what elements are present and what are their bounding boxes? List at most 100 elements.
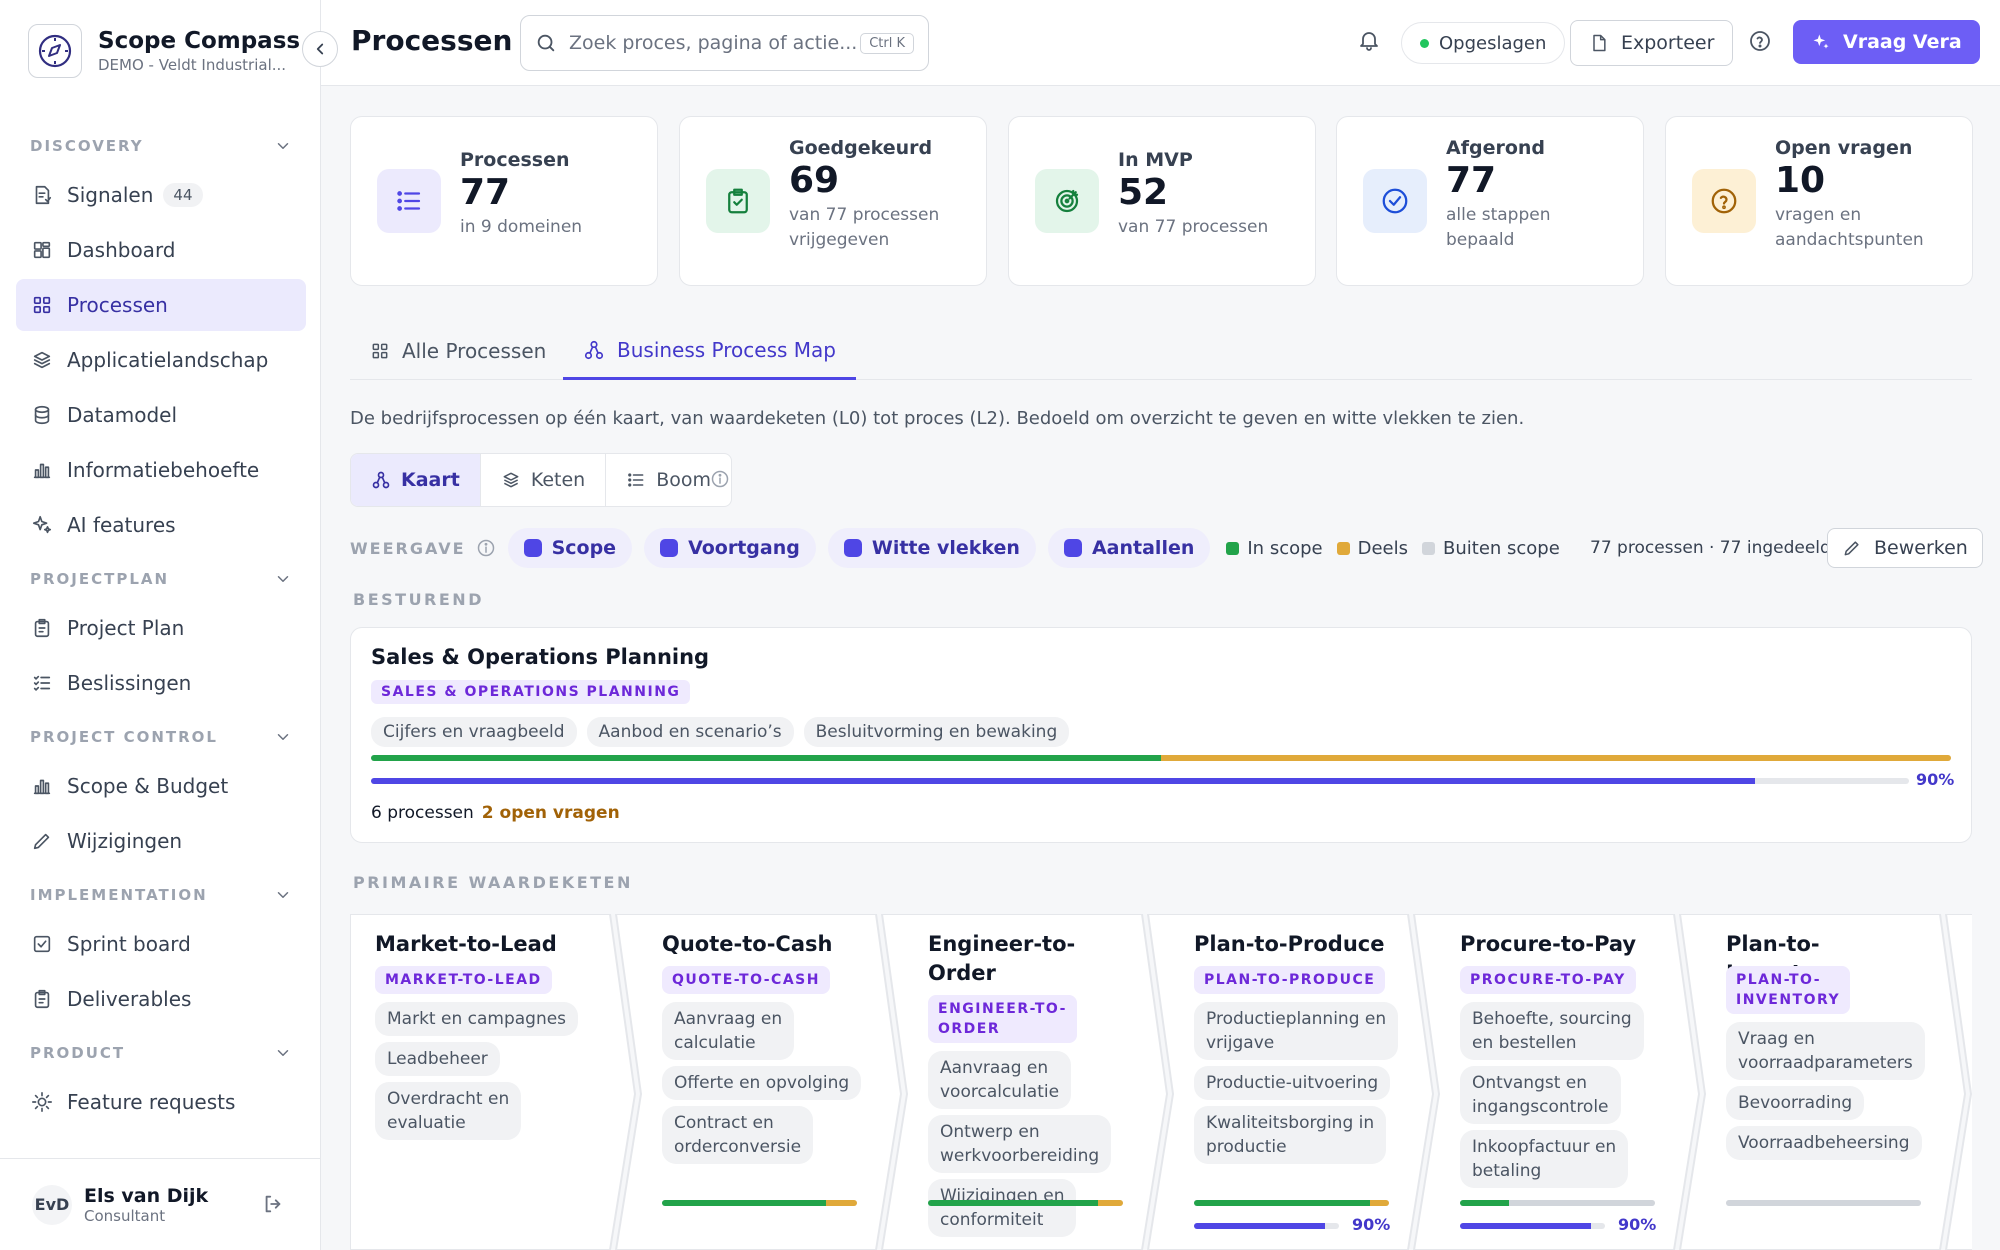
- ask-vera-button[interactable]: Vraag Vera: [1793, 20, 1980, 64]
- export-button[interactable]: Exporteer: [1570, 20, 1734, 66]
- process-pill[interactable]: Overdracht en evaluatie: [375, 1082, 522, 1140]
- process-pill-line: en bestellen: [1472, 1033, 1577, 1053]
- sidebar-item-sprint-board[interactable]: Sprint board: [16, 918, 306, 970]
- scope-in-segment: [1194, 1200, 1370, 1206]
- stat-card-goedgekeurd[interactable]: Goedgekeurd 69 van 77 processen vrijgegev…: [679, 116, 987, 286]
- clipboard-icon: [31, 617, 53, 639]
- logout-icon[interactable]: [262, 1193, 284, 1219]
- process-pill-line: voorraadparameters: [1738, 1053, 1913, 1073]
- process-pill[interactable]: Besluitvorming en bewaking: [803, 717, 1070, 747]
- scope-in-segment: [371, 755, 1161, 761]
- chevron-down-icon: [274, 886, 292, 904]
- process-pill[interactable]: Behoefte, sourcing en bestellen: [1460, 1002, 1644, 1060]
- sop-chain-card[interactable]: Sales & Operations Planning SALES & OPER…: [350, 627, 1972, 843]
- value-chain-plan-to-produce[interactable]: Plan-to-Produce PLAN-TO-PRODUCE Productiep…: [1194, 914, 1399, 1250]
- process-pill[interactable]: Markt en campagnes: [375, 1002, 579, 1036]
- sidebar-item-processen[interactable]: Processen: [16, 279, 306, 331]
- filter-chip-witte-vlekken[interactable]: Witte vlekken: [827, 528, 1036, 568]
- process-pill[interactable]: Wijzigingen en conformiteit: [928, 1179, 1077, 1237]
- process-pill-line: Bevoorrading: [1738, 1093, 1853, 1113]
- pencil-icon: [31, 830, 53, 852]
- process-pill[interactable]: Kwaliteitsborging in productie: [1194, 1106, 1387, 1164]
- progress-bar: [1194, 1223, 1339, 1229]
- nav-section-project-control[interactable]: PROJECT CONTROL: [16, 717, 306, 757]
- stat-card-afgerond[interactable]: Afgerond 77 alle stappen bepaald: [1336, 116, 1644, 286]
- collapse-sidebar-button[interactable]: [302, 31, 338, 67]
- nav-section-implementation[interactable]: IMPLEMENTATION: [16, 875, 306, 915]
- process-pill[interactable]: Aanbod en scenario’s: [586, 717, 794, 747]
- avatar[interactable]: EvD: [32, 1184, 72, 1225]
- sidebar-item-beslissingen[interactable]: Beslissingen: [16, 657, 306, 709]
- tab-alle-processen[interactable]: Alle Processen: [350, 322, 566, 380]
- section-label-besturend: BESTUREND: [353, 590, 484, 609]
- help-icon[interactable]: [1748, 29, 1772, 57]
- chain-title: Market-to-Lead: [375, 930, 557, 959]
- legend-label: In scope: [1247, 537, 1323, 559]
- view-boom-button[interactable]: Boom: [606, 454, 731, 506]
- progress-label: 90%: [1352, 1215, 1391, 1234]
- sidebar-item-feature-requests[interactable]: Feature requests: [16, 1076, 306, 1128]
- filter-chip-voortgang[interactable]: Voortgang: [644, 528, 816, 568]
- info-icon[interactable]: [476, 538, 496, 558]
- process-pill[interactable]: Contract en orderconversie: [662, 1106, 814, 1164]
- scope-bar: [1194, 1200, 1389, 1206]
- sidebar-item-signalen[interactable]: Signalen 44: [16, 169, 306, 221]
- stat-card-open-vragen[interactable]: Open vragen 10 vragen en aandachtspunten: [1665, 116, 1973, 286]
- process-pill[interactable]: Vraag en voorraadparameters: [1726, 1022, 1925, 1080]
- process-pill[interactable]: Aanvraag en calculatie: [662, 1002, 795, 1060]
- question-icon: [1692, 169, 1756, 233]
- chain-tag-line: MARKET-TO-LEAD: [385, 972, 542, 988]
- open-questions-count[interactable]: 2 open vragen: [481, 803, 620, 823]
- sidebar-item-project-plan[interactable]: Project Plan: [16, 602, 306, 654]
- stat-card-in-mvp[interactable]: In MVP 52 van 77 processen: [1008, 116, 1316, 286]
- layers-icon: [31, 349, 53, 371]
- scope-in-segment: [662, 1200, 826, 1206]
- tab-business-process-map[interactable]: Business Process Map: [563, 322, 856, 380]
- process-pill[interactable]: Bevoorrading: [1726, 1086, 1865, 1120]
- sidebar-item-ai-features[interactable]: AI features: [16, 499, 306, 551]
- process-pill-line: voorcalculatie: [940, 1082, 1060, 1102]
- filter-chip-scope[interactable]: Scope: [507, 528, 633, 568]
- sidebar-item-label: Feature requests: [67, 1090, 236, 1114]
- process-pill[interactable]: Voorraadbeheersing: [1726, 1126, 1922, 1160]
- process-pill[interactable]: Leadbeheer: [375, 1042, 500, 1076]
- process-pill[interactable]: Productie-uitvoering: [1194, 1066, 1391, 1100]
- sidebar-item-informatiebehoefte[interactable]: Informatiebehoefte: [16, 444, 306, 496]
- value-chain-market-to-lead[interactable]: Market-to-Lead MARKET-TO-LEAD Markt en cam…: [375, 914, 580, 1250]
- sidebar-item-deliverables[interactable]: Deliverables: [16, 973, 306, 1025]
- notifications-bell-icon[interactable]: [1357, 28, 1381, 56]
- nav-section-product[interactable]: PRODUCT: [16, 1033, 306, 1073]
- value-chain-plan-to-inventory[interactable]: Plan-to-InventoryPLAN-TO-INVENTORYVraag …: [1726, 914, 1931, 1250]
- process-pill[interactable]: Aanvraag en voorcalculatie: [928, 1051, 1072, 1109]
- sidebar-item-wijzigingen[interactable]: Wijzigingen: [16, 815, 306, 867]
- sidebar-item-scope-budget[interactable]: Scope & Budget: [16, 760, 306, 812]
- process-pill-line: Overdracht en: [387, 1089, 510, 1109]
- view-keten-button[interactable]: Keten: [481, 454, 607, 506]
- process-pill[interactable]: Productieplanning en vrijgave: [1194, 1002, 1399, 1060]
- sidebar-item-applicatielandschap[interactable]: Applicatielandschap: [16, 334, 306, 386]
- chain-tag-line: PLAN-TO-: [1736, 972, 1822, 988]
- value-chain-engineer-to-order[interactable]: Engineer-to- Order ENGINEER-TO- ORDER Aanvra…: [928, 914, 1133, 1250]
- nav-section-discovery[interactable]: DISCOVERY: [16, 126, 306, 166]
- brand[interactable]: Scope Compass DEMO - Veldt Industrial...: [28, 24, 300, 78]
- sidebar-item-dashboard[interactable]: Dashboard: [16, 224, 306, 276]
- process-pill[interactable]: Ontvangst en ingangscontrole: [1460, 1066, 1621, 1124]
- search-input[interactable]: Zoek proces, pagina of actie... Ctrl K: [520, 15, 929, 71]
- scope-partial-segment: [825, 1200, 857, 1206]
- info-icon[interactable]: [710, 469, 730, 493]
- chevron-down-icon: [274, 728, 292, 746]
- stat-card-processen[interactable]: Processen 77 in 9 domeinen: [350, 116, 658, 286]
- view-kaart-button[interactable]: Kaart: [351, 454, 481, 506]
- edit-button[interactable]: Bewerken: [1827, 528, 1983, 568]
- process-pill[interactable]: Offerte en opvolging: [662, 1066, 862, 1100]
- value-chain-procure-to-pay[interactable]: Procure-to-Pay PROCURE-TO-PAY Behoefte, so…: [1460, 914, 1665, 1250]
- nav-section-projectplan[interactable]: PROJECTPLAN: [16, 559, 306, 599]
- process-pill[interactable]: Cijfers en vraagbeeld: [371, 717, 577, 747]
- sidebar-item-datamodel[interactable]: Datamodel: [16, 389, 306, 441]
- filter-chip-aantallen[interactable]: Aantallen: [1047, 528, 1211, 568]
- process-pill[interactable]: Ontwerp en werkvoorbereiding: [928, 1115, 1112, 1173]
- process-tabs: Alle Processen Business Process Map: [350, 322, 1972, 380]
- process-pill[interactable]: Inkoopfactuur en betaling: [1460, 1130, 1629, 1188]
- chain-tag: PLAN-TO- INVENTORY: [1726, 966, 1851, 1014]
- value-chain-quote-to-cash[interactable]: Quote-to-Cash QUOTE-TO-CASH Aanvraag en cal…: [662, 914, 867, 1250]
